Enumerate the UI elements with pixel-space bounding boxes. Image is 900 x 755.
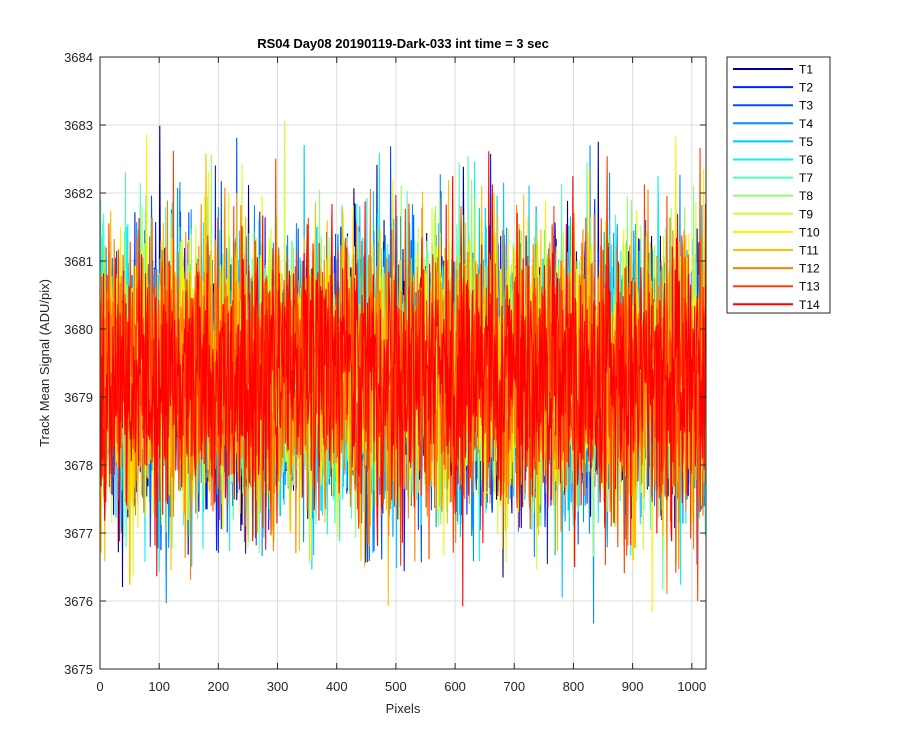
legend: T1 T2 T3 T4 T5 T6 T7 T8 T9 T10 T11 T12 T13 T14: [726, 56, 831, 314]
legend-box: [726, 56, 831, 314]
legend-label-t10: T10: [799, 225, 820, 239]
legend-label-t3: T3: [799, 99, 813, 113]
x-tick-label: 400: [326, 679, 348, 694]
x-tick-label: 600: [444, 679, 466, 694]
data-series: [100, 121, 706, 624]
legend-label-t9: T9: [799, 207, 813, 221]
legend-label-t4: T4: [799, 117, 813, 131]
x-tick-label: 100: [148, 679, 170, 694]
y-tick-label: 3677: [64, 526, 93, 541]
y-tick-label: 3681: [64, 254, 93, 269]
series-line-t14: [100, 151, 706, 607]
legend-label-t13: T13: [799, 280, 820, 294]
y-tick-label: 3675: [64, 662, 93, 677]
legend-label-t11: T11: [799, 244, 819, 258]
x-axis-label: Pixels: [386, 701, 421, 716]
x-tick-label: 0: [96, 679, 103, 694]
legend-label-t14: T14: [799, 298, 820, 312]
axis-ticks: 0 100 200 300 400 500 600 700 800 900 1000 3675 3676…: [64, 50, 706, 694]
x-tick-label: 700: [503, 679, 525, 694]
legend-label-t1: T1: [799, 63, 813, 77]
y-tick-label: 3680: [64, 322, 93, 337]
y-tick-label: 3678: [64, 458, 93, 473]
y-tick-label: 3676: [64, 594, 93, 609]
x-tick-label: 200: [208, 679, 230, 694]
legend-label-t6: T6: [799, 153, 813, 167]
x-tick-label: 1000: [677, 679, 706, 694]
chart-title: RS04 Day08 20190119-Dark-033 int time = …: [257, 36, 549, 51]
y-tick-label: 3683: [64, 118, 93, 133]
x-tick-label: 500: [385, 679, 407, 694]
y-tick-label: 3679: [64, 390, 93, 405]
x-tick-label: 800: [563, 679, 585, 694]
legend-label-t8: T8: [799, 189, 813, 203]
axes-box: [99, 56, 707, 670]
x-tick-label: 900: [622, 679, 644, 694]
legend-label-t2: T2: [799, 81, 813, 95]
y-tick-label: 3684: [64, 50, 93, 65]
legend-label-t12: T12: [799, 262, 820, 276]
legend-label-t5: T5: [799, 135, 813, 149]
legend-label-t7: T7: [799, 171, 813, 185]
y-tick-label: 3682: [64, 186, 93, 201]
x-tick-label: 300: [267, 679, 289, 694]
y-axis-label: Track Mean Signal (ADU/pix): [37, 279, 52, 447]
